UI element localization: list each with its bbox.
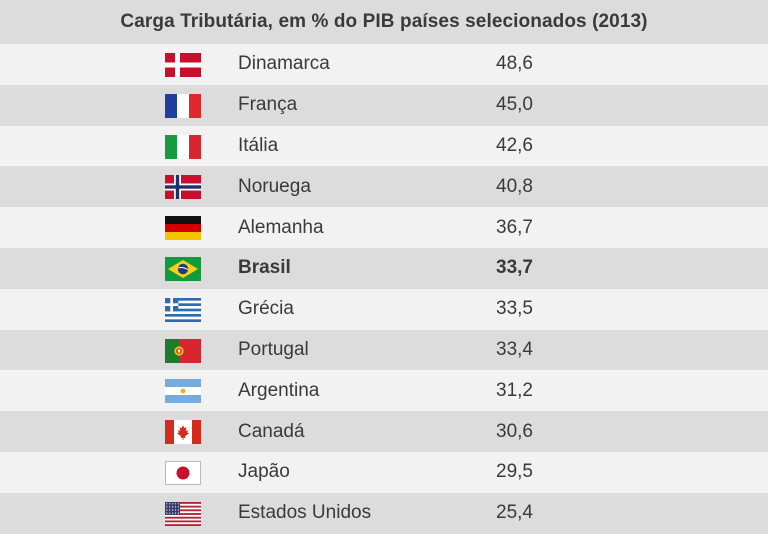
table-title: Carga Tributária, em % do PIB países sel… — [120, 11, 648, 32]
country-name: Estados Unidos — [238, 502, 372, 524]
country-name: Japão — [238, 461, 290, 483]
tax-burden-value: 30,6 — [496, 420, 533, 442]
table-row: Alemanha 36,7 — [0, 207, 768, 248]
table-header: Carga Tributária, em % do PIB países sel… — [0, 0, 768, 44]
brazil-flag-icon — [165, 256, 201, 281]
denmark-flag-icon — [165, 53, 201, 77]
country-name: Dinamarca — [238, 53, 330, 75]
table-row: Japão 29,5 — [0, 451, 768, 493]
country-name: Portugal — [238, 338, 309, 360]
country-name: Canadá — [238, 420, 305, 442]
table-row: Canadá 30,6 — [0, 411, 768, 452]
argentina-flag-icon — [165, 379, 201, 404]
tax-burden-value: 33,4 — [496, 338, 533, 360]
usa-flag-icon — [165, 501, 201, 526]
country-name: Argentina — [238, 379, 320, 401]
tax-burden-value: 36,7 — [496, 216, 533, 238]
tax-burden-value: 45,0 — [496, 94, 533, 116]
table-row: Noruega 40,8 — [0, 166, 768, 208]
tax-burden-value: 31,2 — [496, 379, 533, 401]
norway-flag-icon — [165, 175, 201, 200]
table-row: Itália 42,6 — [0, 125, 768, 167]
italy-flag-icon — [165, 134, 201, 159]
tax-burden-value: 25,4 — [496, 502, 533, 524]
table-row: Dinamarca 48,6 — [0, 44, 768, 85]
country-name: França — [238, 94, 298, 116]
table-body: Dinamarca 48,6 França 45,0 Itália 42,6 Noruega… — [0, 44, 768, 534]
canada-flag-icon — [165, 420, 201, 445]
table-row: Grécia 33,5 — [0, 288, 768, 330]
country-name: Itália — [238, 134, 279, 156]
table-row: Argentina 31,2 — [0, 370, 768, 412]
tax-burden-value: 42,6 — [496, 134, 533, 156]
portugal-flag-icon — [165, 338, 201, 363]
tax-burden-value: 33,7 — [496, 257, 533, 279]
country-name: Grécia — [238, 298, 294, 320]
tax-burden-value: 29,5 — [496, 461, 533, 483]
country-name: Alemanha — [238, 216, 324, 238]
table-row: França 45,0 — [0, 84, 768, 126]
table-row: Portugal 33,4 — [0, 329, 768, 371]
table-row: Estados Unidos 25,4 — [0, 492, 768, 534]
greece-flag-icon — [165, 297, 201, 322]
france-flag-icon — [165, 93, 201, 118]
country-name: Noruega — [238, 175, 311, 197]
germany-flag-icon — [165, 216, 201, 241]
tax-burden-value: 48,6 — [496, 53, 533, 75]
tax-burden-value: 40,8 — [496, 175, 533, 197]
tax-burden-value: 33,5 — [496, 298, 533, 320]
table-row: Brasil 33,7 — [0, 247, 768, 289]
country-name: Brasil — [238, 257, 291, 279]
japan-flag-icon — [165, 460, 201, 485]
